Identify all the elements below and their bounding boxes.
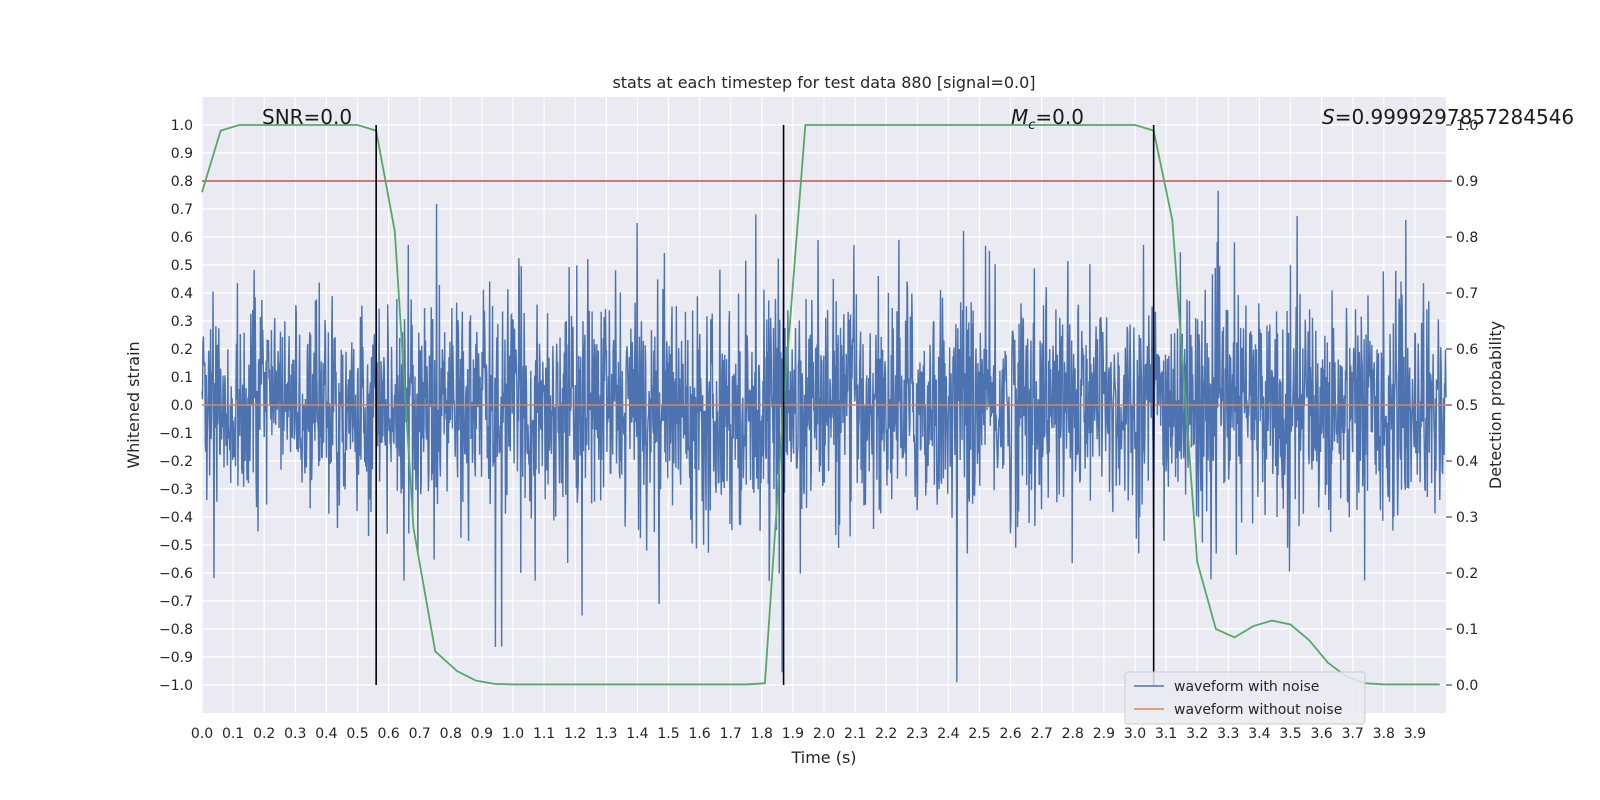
y-tick-label: 0.6 (171, 230, 193, 246)
x-tick-label: 3.6 (1310, 726, 1332, 742)
y-tick-label: 0.2 (171, 342, 193, 358)
x-tick-label: 3.3 (1217, 726, 1239, 742)
y2-tick-label: 0.9 (1456, 174, 1478, 190)
x-axis-ticks: 0.0 0.1 0.2 0.3 0.4 0.5 0.6 0.7 0.8 0.9 1.0 1.1 1.2 1… (191, 726, 1426, 742)
legend-label-clean: waveform without noise (1174, 702, 1342, 718)
y-tick-label: −0.7 (159, 594, 193, 610)
x-tick-label: 1.7 (720, 726, 742, 742)
x-tick-label: 0.0 (191, 726, 213, 742)
series-detection-probability (201, 124, 1440, 686)
y-axis-label: Whitened strain (124, 341, 143, 468)
x-tick-label: 3.5 (1279, 726, 1301, 742)
x-tick-label: 1.6 (688, 726, 710, 742)
x-tick-label: 1.1 (533, 726, 555, 742)
y-tick-label: 0.0 (171, 398, 193, 414)
vertical-markers (375, 125, 1155, 685)
y-tick-label: 0.7 (171, 202, 193, 218)
y-tick-label: −1.0 (159, 678, 193, 694)
y-tick-label: −0.8 (159, 622, 193, 638)
s-annotation: S=0.9999297857284546 (1322, 105, 1574, 129)
y-axis-ticks: 1.0 0.9 0.8 0.7 0.6 0.5 0.4 0.3 0.2 0.1 0.0 −0.1 −0.… (159, 118, 193, 694)
y-tick-label: 0.3 (171, 314, 193, 330)
chart-title: stats at each timestep for test data 880… (612, 73, 1035, 92)
y2-tick-label: 0.3 (1456, 510, 1478, 526)
x-tick-label: 1.5 (657, 726, 679, 742)
y2-tick-label: 0.8 (1456, 230, 1478, 246)
mc-annotation: Mc=0.0 (1011, 105, 1084, 133)
x-tick-label: 1.9 (782, 726, 804, 742)
x-tick-label: 2.8 (1062, 726, 1084, 742)
x-axis-label: Time (s) (790, 748, 856, 767)
x-tick-label: 2.9 (1093, 726, 1115, 742)
x-tick-label: 0.7 (409, 726, 431, 742)
y-tick-label: 0.8 (171, 174, 193, 190)
x-tick-label: 1.0 (502, 726, 524, 742)
y2-axis-ticks: 1.0 0.9 0.8 0.7 0.6 0.5 0.4 0.3 0.2 0.1 0.0 (1446, 118, 1478, 694)
x-tick-label: 2.7 (1031, 726, 1053, 742)
x-tick-label: 1.3 (595, 726, 617, 742)
legend: waveform with noise waveform without noi… (1124, 671, 1366, 725)
x-tick-label: 0.2 (253, 726, 275, 742)
y2-tick-label: 0.6 (1456, 342, 1478, 358)
x-tick-label: 0.5 (346, 726, 368, 742)
y-tick-label: 0.1 (171, 370, 193, 386)
y2-tick-label: 0.7 (1456, 286, 1478, 302)
y2-tick-label: 0.5 (1456, 398, 1478, 414)
y2-tick-label: 0.1 (1456, 622, 1478, 638)
y-tick-label: 0.9 (171, 146, 193, 162)
x-tick-label: 3.1 (1155, 726, 1177, 742)
x-tick-label: 1.2 (564, 726, 586, 742)
y2-tick-label: 0.0 (1456, 678, 1478, 694)
x-tick-label: 2.3 (906, 726, 928, 742)
x-tick-label: 2.5 (968, 726, 990, 742)
y-tick-label: −0.9 (159, 650, 193, 666)
x-tick-label: 2.0 (813, 726, 835, 742)
x-tick-label: 0.6 (377, 726, 399, 742)
x-tick-label: 0.4 (315, 726, 337, 742)
x-tick-label: 0.8 (440, 726, 462, 742)
x-tick-label: 2.6 (999, 726, 1021, 742)
x-tick-label: 3.0 (1124, 726, 1146, 742)
x-tick-label: 3.2 (1186, 726, 1208, 742)
noise-line (201, 190, 1447, 683)
x-tick-label: 3.7 (1342, 726, 1364, 742)
snr-annotation: SNR=0.0 (262, 105, 352, 129)
y2-tick-label: 0.4 (1456, 454, 1478, 470)
y-tick-label: −0.3 (159, 482, 193, 498)
x-tick-label: 0.1 (222, 726, 244, 742)
y-tick-label: −0.6 (159, 566, 193, 582)
x-tick-label: 2.2 (875, 726, 897, 742)
x-tick-label: 3.8 (1373, 726, 1395, 742)
series-waveform-with-noise (201, 190, 1447, 683)
y-tick-label: 0.5 (171, 258, 193, 274)
y-tick-label: −0.4 (159, 510, 193, 526)
x-tick-label: 1.8 (751, 726, 773, 742)
y-tick-label: −0.2 (159, 454, 193, 470)
probability-line (201, 124, 1440, 686)
y2-tick-label: 1.0 (1456, 118, 1478, 134)
x-tick-label: 3.9 (1404, 726, 1426, 742)
y-tick-label: 1.0 (171, 118, 193, 134)
y2-axis-label: Detection probability (1486, 321, 1505, 489)
x-tick-label: 2.4 (937, 726, 959, 742)
y-tick-label: −0.5 (159, 538, 193, 554)
x-tick-label: 2.1 (844, 726, 866, 742)
legend-label-noise: waveform with noise (1174, 679, 1319, 695)
x-tick-label: 0.3 (284, 726, 306, 742)
legend-box (1124, 671, 1366, 725)
y-tick-label: −0.1 (159, 426, 193, 442)
x-tick-label: 3.4 (1248, 726, 1270, 742)
x-tick-label: 1.4 (626, 726, 648, 742)
x-tick-label: 0.9 (471, 726, 493, 742)
y2-tick-label: 0.2 (1456, 566, 1478, 582)
y-tick-label: 0.4 (171, 286, 193, 302)
